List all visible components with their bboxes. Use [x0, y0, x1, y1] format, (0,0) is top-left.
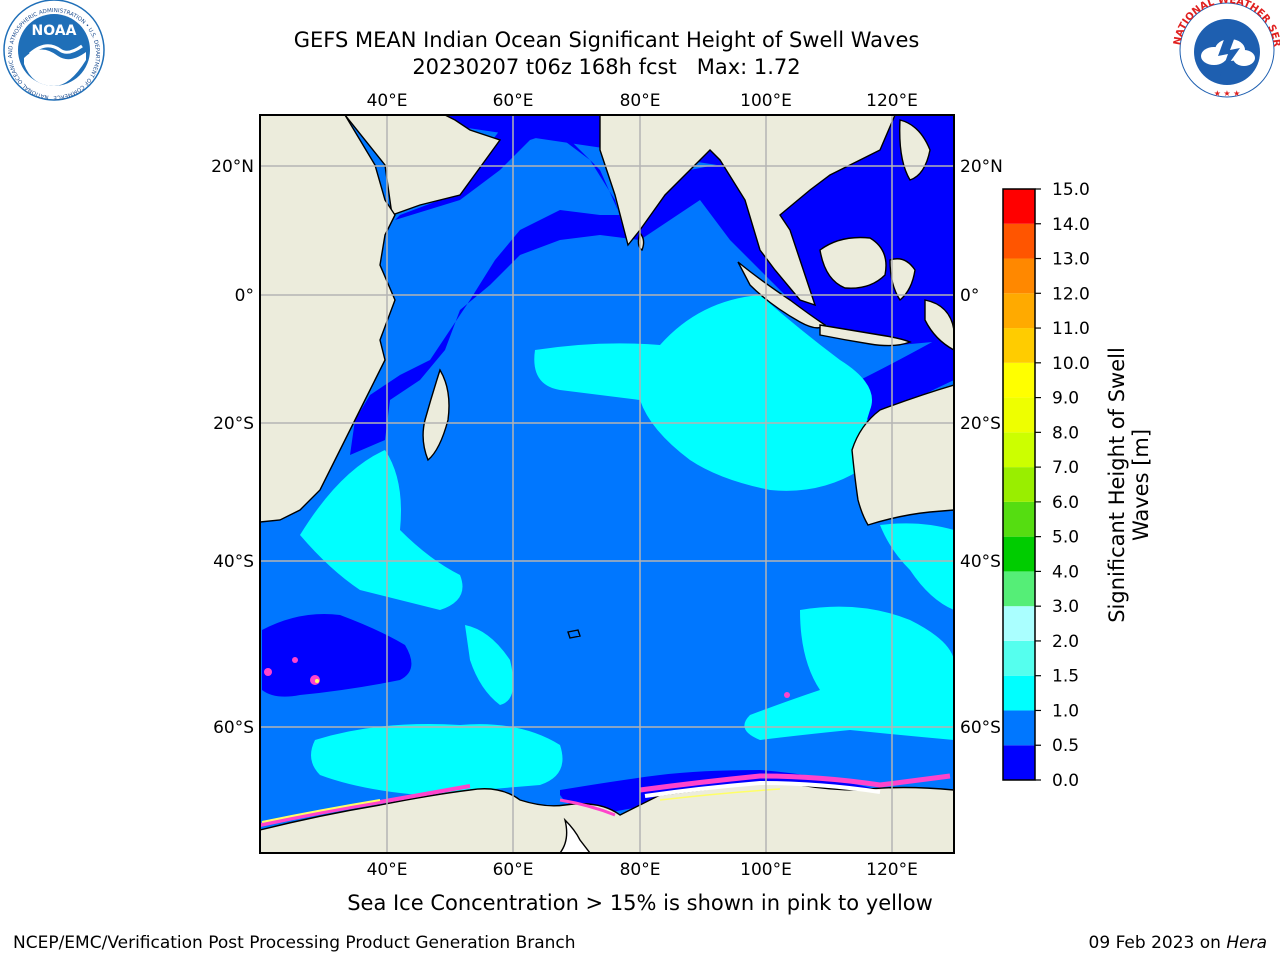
lat-label-right: 20°S	[960, 414, 1001, 434]
colorbar-bin	[1003, 710, 1035, 746]
colorbar-label: Significant Height of SwellWaves [m]	[1105, 347, 1153, 623]
colorbar-bin	[1003, 328, 1035, 363]
lat-label-left: 20°N	[211, 157, 254, 177]
colorbar-bin	[1003, 675, 1035, 711]
lat-label-left: 0°	[235, 286, 254, 306]
colorbar-frame	[1002, 188, 1036, 781]
land-masses	[260, 115, 954, 853]
colorbar: 0.0 0.5 1.0 1.5 2.0 3.0 4.0 5.0 6.0 7.0 8.0 9.0 10.0…	[1002, 180, 1090, 791]
colorbar-tick-label: 11.0	[1052, 319, 1090, 339]
map-area	[260, 115, 954, 853]
colorbar-tick-label: 3.0	[1052, 597, 1079, 617]
sea-ice-edge	[260, 657, 951, 827]
noaa-logo: NOAA NATIONAL OCEANIC AND ATMOSPHERIC AD…	[0, 0, 105, 101]
lat-label-right: 0°	[960, 286, 979, 306]
footer-credit: NCEP/EMC/Verification Post Processing Pr…	[13, 933, 576, 953]
colorbar-tick-label: 0.0	[1052, 771, 1079, 791]
map-gridlines	[260, 115, 954, 853]
colorbar-bin	[1003, 432, 1035, 468]
colorbar-bin	[1003, 640, 1035, 676]
lon-label-top: 40°E	[367, 91, 408, 111]
nws-logo-ring-text: NATIONAL WEATHER SERVICE	[0, 0, 1280, 48]
colorbar-tick-label: 2.0	[1052, 632, 1079, 652]
footer-date: 09 Feb 2023 on Hera	[1089, 932, 1267, 954]
colorbar-bin	[1003, 258, 1035, 294]
colorbar-tick-label: 12.0	[1052, 284, 1090, 304]
lat-label-left: 40°S	[213, 552, 254, 572]
colorbar-tick-label: 14.0	[1052, 215, 1090, 235]
lon-label-top: 100°E	[740, 91, 792, 111]
colorbar-bin	[1003, 745, 1035, 780]
lon-label-top: 120°E	[866, 91, 918, 111]
lon-label-bottom: 120°E	[866, 860, 918, 880]
lon-label-bottom: 100°E	[740, 860, 792, 880]
lon-label-top: 80°E	[620, 91, 661, 111]
swell-band-high	[300, 295, 954, 795]
colorbar-tick-label: 0.5	[1052, 736, 1079, 756]
colorbar-bin	[1003, 536, 1035, 572]
svg-text:NATIONAL WEATHER SERVICE: NATIONAL WEATHER SERVICE	[0, 0, 1280, 48]
colorbar-bin	[1003, 397, 1035, 433]
colorbar-tick-label: 10.0	[1052, 354, 1090, 374]
lat-label-right: 40°S	[960, 552, 1001, 572]
footer-date-text: 09 Feb 2023 on	[1088, 933, 1227, 953]
lat-label-right: 60°S	[960, 718, 1001, 738]
lat-label-left: 60°S	[213, 718, 254, 738]
footer-host: Hera	[1226, 933, 1267, 953]
colorbar-bin	[1003, 223, 1035, 259]
sea-ice-note: Sea Ice Concentration > 15% is shown in …	[0, 890, 1280, 916]
forecast-info: 20230207 t06z 168h fcst Max: 1.72	[412, 55, 801, 79]
colorbar-tick-label: 7.0	[1052, 458, 1079, 478]
colorbar-tick-label: 5.0	[1052, 528, 1079, 548]
colorbar-tick-label: 6.0	[1052, 493, 1079, 513]
lon-label-top: 60°E	[493, 91, 534, 111]
lat-label-left: 20°S	[213, 414, 254, 434]
colorbar-tick-label: 1.0	[1052, 701, 1079, 721]
sea-ice-note-text: Sea Ice Concentration > 15% is shown in …	[347, 891, 933, 915]
map-frame	[259, 114, 955, 854]
colorbar-bin	[1003, 571, 1035, 607]
lon-label-bottom: 80°E	[620, 860, 661, 880]
chart-title: GEFS MEAN Indian Ocean Significant Heigh…	[293, 28, 920, 52]
lon-label-bottom: 60°E	[493, 860, 534, 880]
lat-label-right: 20°N	[960, 157, 1003, 177]
colorbar-bin	[1003, 501, 1035, 537]
noaa-logo-name: NOAA	[32, 23, 77, 39]
colorbar-bin	[1003, 293, 1035, 329]
colorbar-tick-label: 9.0	[1052, 389, 1079, 409]
svg-text:★ ★ ★: ★ ★ ★	[1214, 89, 1241, 98]
colorbar-bin	[1003, 606, 1035, 641]
colorbar-bin	[1003, 189, 1035, 224]
colorbar-tick-label: 8.0	[1052, 423, 1079, 443]
colorbar-bin	[1003, 467, 1035, 502]
colorbar-tick-label: 4.0	[1052, 562, 1079, 582]
nws-logo: NATIONAL WEATHER SERVICE ★ ★ ★	[0, 0, 1280, 98]
colorbar-tick-label: 13.0	[1052, 250, 1090, 270]
lon-label-bottom: 40°E	[367, 860, 408, 880]
colorbar-tick-label: 1.5	[1052, 667, 1079, 687]
colorbar-tick-label: 15.0	[1052, 180, 1090, 200]
colorbar-bin	[1003, 362, 1035, 398]
